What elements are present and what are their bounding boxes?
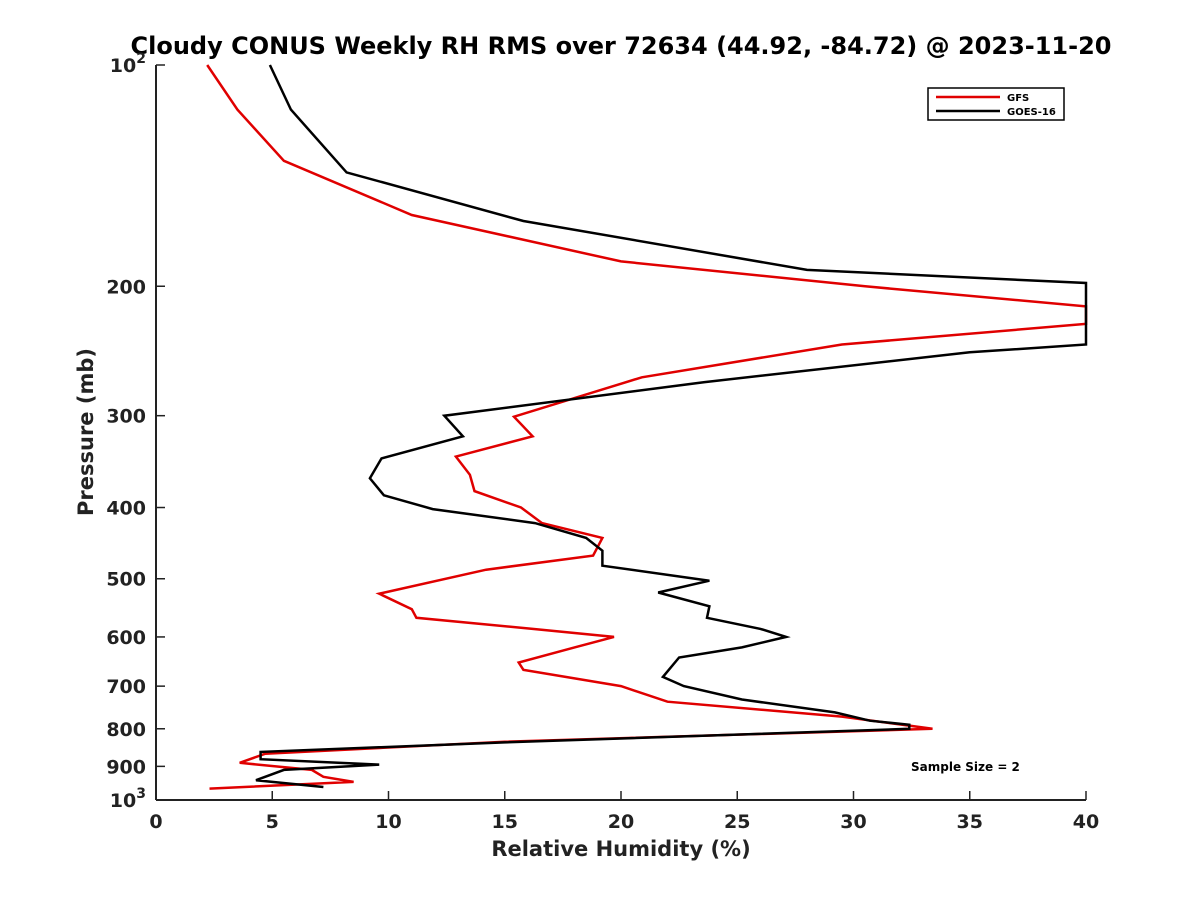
x-tick-label: 35 <box>957 811 983 833</box>
x-tick-label: 15 <box>492 811 518 833</box>
plot-background <box>156 65 1086 800</box>
y-axis-label: Pressure (mb) <box>74 348 98 516</box>
x-axis-label: Relative Humidity (%) <box>491 837 750 861</box>
legend-label-goes16: GOES-16 <box>1007 107 1056 118</box>
x-tick-label: 30 <box>840 811 866 833</box>
y-axis-ticks: 102 200 300 400 500 600 700 800 900 103 <box>106 51 165 812</box>
x-tick-label: 20 <box>608 811 634 833</box>
y-tick-label: 200 <box>106 276 146 298</box>
x-tick-label: 5 <box>266 811 279 833</box>
legend-box <box>927 87 1065 121</box>
chart-title: Cloudy CONUS Weekly RH RMS over 72634 (4… <box>131 32 1112 60</box>
series-layer <box>206 64 1088 790</box>
y-tick-label: 102 <box>110 51 146 77</box>
plot-area <box>155 64 1088 801</box>
y-tick-label: 300 <box>106 406 146 428</box>
legend-label-gfs: GFS <box>1007 93 1029 104</box>
x-tick-label: 0 <box>149 811 162 833</box>
y-tick-label: 103 <box>110 786 146 812</box>
legend: GFS GOES-16 <box>927 87 1065 121</box>
y-tick-label: 600 <box>106 627 146 649</box>
x-axis-ticks: 0 5 10 15 20 25 30 35 40 <box>149 791 1099 833</box>
x-tick-label: 25 <box>724 811 750 833</box>
x-tick-label: 40 <box>1073 811 1099 833</box>
x-tick-label: 10 <box>375 811 401 833</box>
series-line-goes16 <box>255 64 1088 789</box>
sample-size-annotation: Sample Size = 2 <box>911 760 1020 774</box>
y-tick-label: 500 <box>106 569 146 591</box>
y-tick-label: 400 <box>106 498 146 520</box>
y-tick-label: 900 <box>106 756 146 778</box>
y-tick-label: 700 <box>106 676 146 698</box>
y-tick-label: 800 <box>106 719 146 741</box>
